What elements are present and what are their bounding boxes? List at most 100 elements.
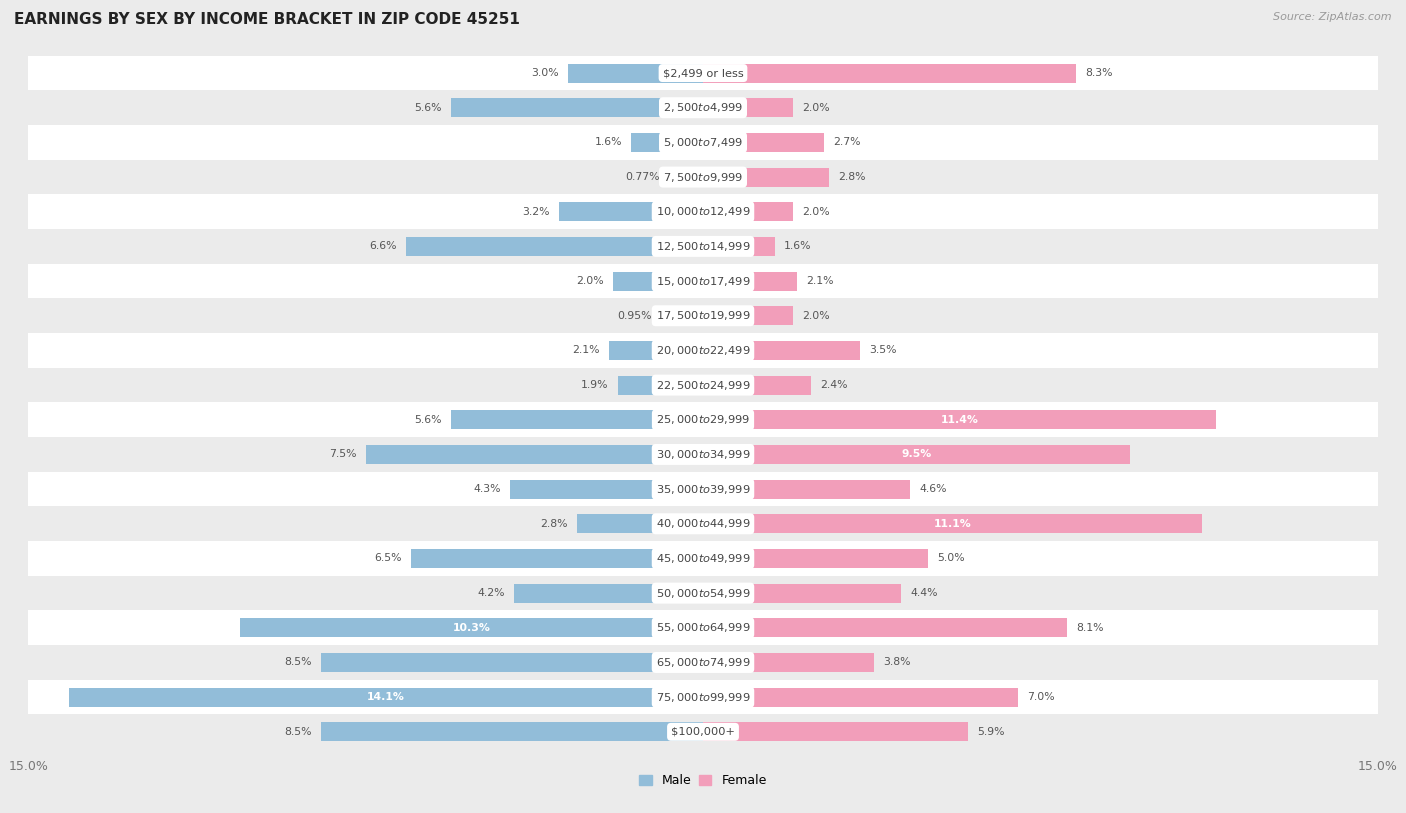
Text: 0.95%: 0.95% bbox=[617, 311, 651, 321]
Text: $12,500 to $14,999: $12,500 to $14,999 bbox=[655, 240, 751, 253]
Text: 5.6%: 5.6% bbox=[415, 415, 441, 424]
Bar bbox=[703, 618, 1067, 637]
Text: 8.3%: 8.3% bbox=[1085, 68, 1114, 78]
Bar bbox=[703, 272, 797, 290]
Text: $5,000 to $7,499: $5,000 to $7,499 bbox=[664, 136, 742, 149]
Text: 10.3%: 10.3% bbox=[453, 623, 491, 633]
Text: $22,500 to $24,999: $22,500 to $24,999 bbox=[655, 379, 751, 392]
Bar bbox=[515, 584, 703, 602]
Bar bbox=[703, 411, 1216, 429]
Text: 6.5%: 6.5% bbox=[374, 554, 402, 563]
Bar bbox=[28, 298, 1378, 333]
Text: 1.6%: 1.6% bbox=[595, 137, 621, 147]
Text: $10,000 to $12,499: $10,000 to $12,499 bbox=[655, 205, 751, 218]
Text: $75,000 to $99,999: $75,000 to $99,999 bbox=[655, 691, 751, 703]
Bar bbox=[406, 237, 703, 256]
Bar bbox=[703, 515, 1202, 533]
Bar bbox=[560, 202, 703, 221]
Bar bbox=[703, 167, 830, 187]
Text: 7.0%: 7.0% bbox=[1026, 692, 1054, 702]
Text: $35,000 to $39,999: $35,000 to $39,999 bbox=[655, 483, 751, 496]
Text: 8.5%: 8.5% bbox=[284, 658, 312, 667]
Text: 11.4%: 11.4% bbox=[941, 415, 979, 424]
Text: 11.1%: 11.1% bbox=[934, 519, 972, 528]
Text: 8.5%: 8.5% bbox=[284, 727, 312, 737]
Bar bbox=[509, 480, 703, 498]
Bar bbox=[451, 411, 703, 429]
Text: 2.8%: 2.8% bbox=[838, 172, 866, 182]
Bar bbox=[617, 376, 703, 394]
Text: $40,000 to $44,999: $40,000 to $44,999 bbox=[655, 517, 751, 530]
Bar bbox=[703, 307, 793, 325]
Text: 3.0%: 3.0% bbox=[531, 68, 560, 78]
Bar bbox=[703, 549, 928, 568]
Text: 2.1%: 2.1% bbox=[572, 346, 599, 355]
Bar bbox=[411, 549, 703, 568]
Bar bbox=[703, 376, 811, 394]
Bar bbox=[28, 229, 1378, 263]
Text: 4.3%: 4.3% bbox=[472, 484, 501, 494]
Bar bbox=[568, 63, 703, 83]
Bar bbox=[703, 63, 1077, 83]
Bar bbox=[366, 445, 703, 464]
Text: $20,000 to $22,499: $20,000 to $22,499 bbox=[655, 344, 751, 357]
Text: 2.0%: 2.0% bbox=[801, 207, 830, 217]
Bar bbox=[28, 125, 1378, 159]
Text: 1.6%: 1.6% bbox=[785, 241, 811, 251]
Bar bbox=[28, 646, 1378, 680]
Text: $45,000 to $49,999: $45,000 to $49,999 bbox=[655, 552, 751, 565]
Text: 4.6%: 4.6% bbox=[920, 484, 946, 494]
Text: $65,000 to $74,999: $65,000 to $74,999 bbox=[655, 656, 751, 669]
Bar bbox=[28, 194, 1378, 229]
Text: 4.4%: 4.4% bbox=[910, 588, 938, 598]
Text: $2,500 to $4,999: $2,500 to $4,999 bbox=[664, 102, 742, 114]
Text: 2.7%: 2.7% bbox=[834, 137, 860, 147]
Text: 7.5%: 7.5% bbox=[329, 450, 357, 459]
Text: 14.1%: 14.1% bbox=[367, 692, 405, 702]
Text: $15,000 to $17,499: $15,000 to $17,499 bbox=[655, 275, 751, 288]
Text: $55,000 to $64,999: $55,000 to $64,999 bbox=[655, 621, 751, 634]
Bar bbox=[239, 618, 703, 637]
Bar bbox=[703, 688, 1018, 706]
Text: $30,000 to $34,999: $30,000 to $34,999 bbox=[655, 448, 751, 461]
Bar bbox=[703, 653, 875, 672]
Text: 3.5%: 3.5% bbox=[869, 346, 897, 355]
Bar bbox=[28, 715, 1378, 749]
Text: 8.1%: 8.1% bbox=[1077, 623, 1104, 633]
Text: 6.6%: 6.6% bbox=[370, 241, 396, 251]
Text: $7,500 to $9,999: $7,500 to $9,999 bbox=[664, 171, 742, 184]
Bar bbox=[703, 341, 860, 360]
Bar bbox=[28, 611, 1378, 646]
Text: 3.8%: 3.8% bbox=[883, 658, 911, 667]
Text: 5.9%: 5.9% bbox=[977, 727, 1005, 737]
Bar bbox=[28, 680, 1378, 715]
Bar bbox=[28, 437, 1378, 472]
Bar bbox=[668, 167, 703, 187]
Text: 2.8%: 2.8% bbox=[540, 519, 568, 528]
Text: 1.9%: 1.9% bbox=[581, 380, 609, 390]
Bar bbox=[703, 480, 910, 498]
Legend: Male, Female: Male, Female bbox=[634, 769, 772, 793]
Text: $25,000 to $29,999: $25,000 to $29,999 bbox=[655, 413, 751, 426]
Bar bbox=[703, 202, 793, 221]
Bar bbox=[28, 472, 1378, 506]
Text: EARNINGS BY SEX BY INCOME BRACKET IN ZIP CODE 45251: EARNINGS BY SEX BY INCOME BRACKET IN ZIP… bbox=[14, 12, 520, 27]
Bar bbox=[703, 98, 793, 117]
Bar bbox=[28, 541, 1378, 576]
Text: 5.0%: 5.0% bbox=[936, 554, 965, 563]
Bar bbox=[28, 402, 1378, 437]
Text: $50,000 to $54,999: $50,000 to $54,999 bbox=[655, 587, 751, 600]
Bar bbox=[703, 237, 775, 256]
Bar bbox=[703, 584, 901, 602]
Text: 2.1%: 2.1% bbox=[807, 276, 834, 286]
Text: 2.4%: 2.4% bbox=[820, 380, 848, 390]
Bar bbox=[28, 159, 1378, 194]
Text: Source: ZipAtlas.com: Source: ZipAtlas.com bbox=[1274, 12, 1392, 22]
Bar bbox=[321, 722, 703, 741]
Bar bbox=[661, 307, 703, 325]
Text: 3.2%: 3.2% bbox=[523, 207, 550, 217]
Bar bbox=[703, 133, 824, 152]
Bar bbox=[703, 445, 1130, 464]
Bar bbox=[631, 133, 703, 152]
Text: 2.0%: 2.0% bbox=[801, 102, 830, 113]
